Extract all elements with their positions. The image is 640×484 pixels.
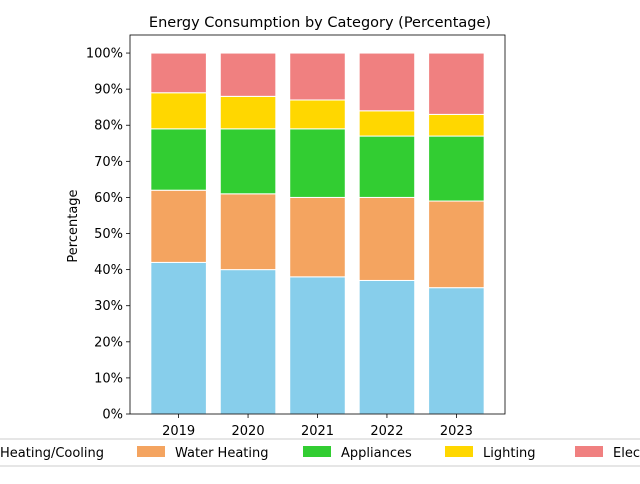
bar-segment-2019-1	[150, 189, 207, 263]
legend-label-3: Lighting	[483, 446, 536, 461]
y-tick-label: 50%	[94, 227, 123, 242]
y-tick-label: 80%	[94, 119, 123, 134]
bar-segment-2023-4	[428, 52, 485, 115]
bar-segment-2022-3	[358, 110, 416, 137]
bar-segment-2020-0	[219, 269, 277, 415]
bar-segment-2021-2	[289, 128, 346, 198]
chart-title: Energy Consumption by Category (Percenta…	[149, 15, 491, 31]
legend: Heating/Cooling Water Heating Appliances Li…	[0, 438, 640, 467]
bar-segment-2022-2	[358, 135, 416, 198]
y-tick-label: 10%	[94, 371, 123, 386]
y-axis-label: Percentage	[66, 189, 81, 262]
y-tick-label: 90%	[94, 83, 123, 98]
x-tick-label: 2019	[162, 424, 195, 439]
bar-segment-2023-2	[428, 135, 485, 202]
bar-segment-2019-3	[150, 92, 207, 130]
bar-segment-2021-1	[289, 196, 346, 278]
y-tick-label: 70%	[94, 155, 123, 170]
x-tick-label: 2020	[232, 424, 265, 439]
bars-layer	[150, 52, 485, 415]
bar-segment-2023-3	[428, 113, 485, 137]
bar-segment-2020-3	[219, 95, 277, 130]
bar-segment-2022-0	[358, 279, 416, 415]
x-tick-label: 2023	[440, 424, 473, 439]
bar-segment-2020-2	[219, 128, 277, 195]
y-tick-label: 60%	[94, 191, 123, 206]
bar-segment-2020-4	[219, 52, 277, 97]
x-tick-label: 2021	[301, 424, 334, 439]
bar-segment-2021-4	[289, 52, 346, 101]
axes-layer: 0% 10% 20% 30% 40% 50% 60% 70% 80% 90% 100% 2019 202…	[86, 34, 506, 439]
bar-segment-2022-1	[358, 196, 416, 281]
y-tick-label: 30%	[94, 299, 123, 314]
y-tick-label: 100%	[86, 47, 123, 62]
x-tick-label: 2022	[370, 424, 403, 439]
legend-label-0: Heating/Cooling	[0, 446, 104, 461]
bar-segment-2023-1	[428, 200, 485, 289]
bar-segment-2019-2	[150, 128, 207, 191]
bar-segment-2019-4	[150, 52, 207, 94]
bar-segment-2022-4	[358, 52, 416, 112]
y-tick-label: 40%	[94, 263, 123, 278]
bar-segment-2021-3	[289, 99, 346, 130]
legend-swatch-1	[137, 446, 165, 457]
legend-label-4: Electronics	[613, 446, 640, 461]
y-tick-label: 0%	[102, 408, 123, 423]
legend-swatch-4	[575, 446, 603, 457]
y-tick-label: 20%	[94, 335, 123, 350]
legend-swatch-2	[303, 446, 331, 457]
legend-label-1: Water Heating	[175, 446, 269, 461]
bar-segment-2021-0	[289, 276, 346, 415]
bar-segment-2020-1	[219, 193, 277, 271]
legend-swatch-3	[445, 446, 473, 457]
bar-segment-2023-0	[428, 287, 485, 415]
bar-segment-2019-0	[150, 261, 207, 415]
legend-label-2: Appliances	[341, 446, 412, 461]
